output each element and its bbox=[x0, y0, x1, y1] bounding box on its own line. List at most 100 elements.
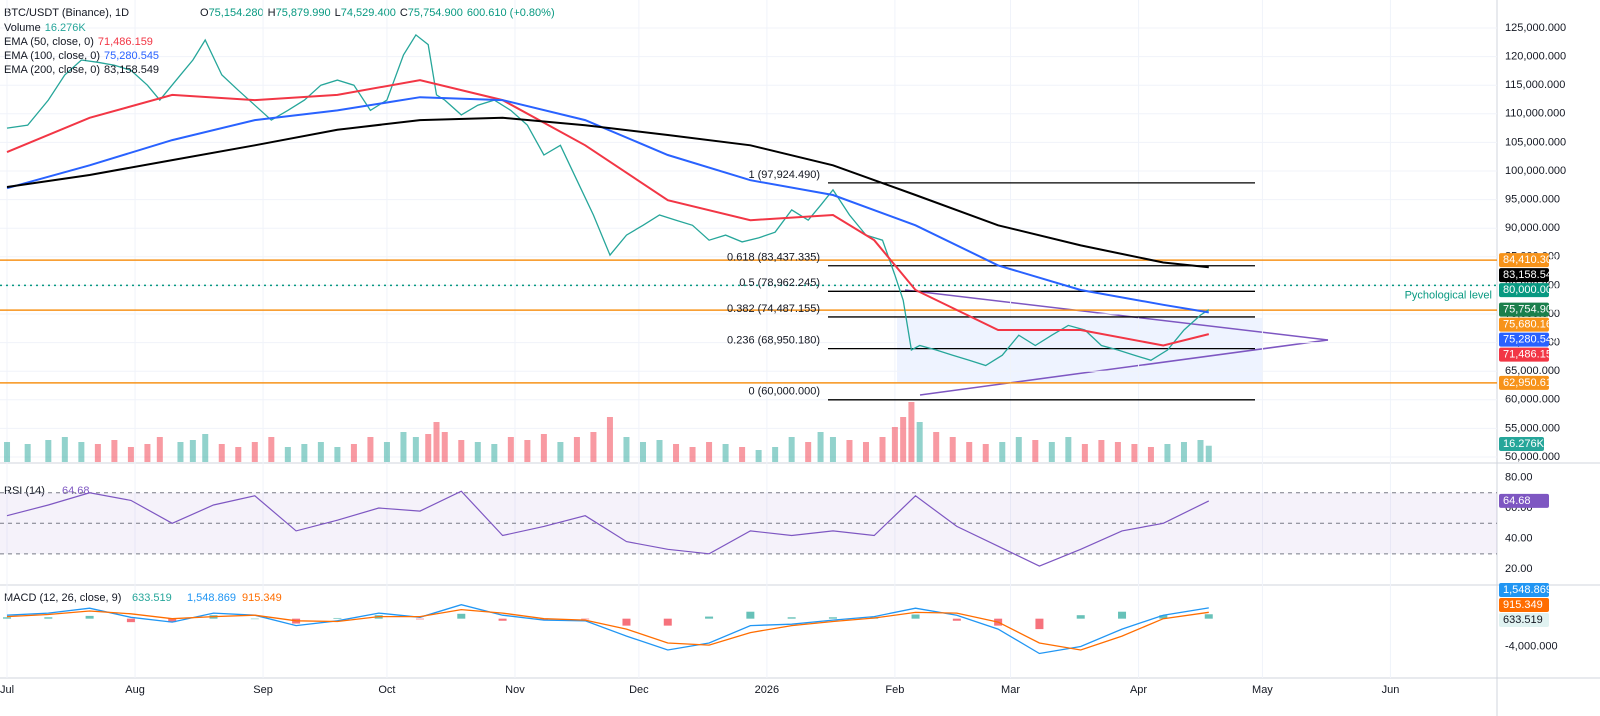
y-tick-label: 80.00 bbox=[1505, 471, 1533, 483]
volume-bar bbox=[590, 432, 597, 462]
rsi-value: 64.68 bbox=[62, 485, 90, 497]
price-label: 71,486.159 bbox=[1503, 349, 1558, 361]
ohlc-value: 75,879.990 bbox=[276, 7, 331, 19]
macd-histogram bbox=[746, 611, 755, 619]
volume-bar bbox=[1098, 440, 1105, 462]
macd-histogram bbox=[1204, 614, 1213, 619]
macd-histogram bbox=[539, 618, 548, 621]
price-label-box bbox=[1499, 283, 1549, 298]
volume-bar bbox=[908, 402, 915, 462]
price-label-box bbox=[1499, 332, 1549, 347]
legend-value: 75,280.545 bbox=[104, 50, 159, 62]
volume-bar bbox=[805, 442, 812, 462]
ohlc-change: 600.610 (+0.80%) bbox=[467, 7, 555, 19]
macd-histogram bbox=[1118, 611, 1127, 619]
volume-bar bbox=[673, 444, 680, 462]
x-tick-label: Apr bbox=[1130, 684, 1147, 696]
fib-label: 0.5 (78,962.245) bbox=[739, 277, 820, 289]
volume-bar bbox=[458, 440, 465, 462]
ohlc: O75,154.280 H75,879.990 L74,529.400 C75,754… bbox=[200, 7, 555, 19]
price-label-box bbox=[1499, 613, 1549, 627]
volume-bar bbox=[78, 442, 85, 462]
volume-bar bbox=[933, 432, 940, 462]
ohlc-label: H bbox=[268, 7, 276, 19]
volume-bar bbox=[4, 442, 11, 462]
x-tick-label: May bbox=[1252, 684, 1273, 696]
macd-histogram bbox=[828, 617, 837, 619]
price-line bbox=[6, 79, 1210, 347]
legend-value: 71,486.159 bbox=[98, 36, 153, 48]
legend-entry: EMA (200, close, 0) 83,158.549 bbox=[4, 64, 159, 76]
y-tick-label: 120,000.000 bbox=[1505, 51, 1566, 63]
volume-bar bbox=[1114, 442, 1121, 462]
volume-bar bbox=[557, 442, 564, 462]
price-label-box bbox=[1499, 253, 1549, 268]
volume-bar bbox=[189, 440, 196, 462]
price-label: 64.68 bbox=[1503, 495, 1531, 507]
volume-bar bbox=[788, 437, 795, 462]
legend-value: 633.519 bbox=[132, 592, 172, 604]
volume-bar bbox=[383, 442, 390, 462]
macd-histogram bbox=[1035, 618, 1044, 630]
ohlc-label: C bbox=[400, 7, 408, 19]
volume-bar bbox=[739, 447, 746, 462]
rsi-line bbox=[6, 490, 1210, 567]
volume-bar bbox=[916, 422, 923, 462]
x-tick-label: Jun bbox=[1382, 684, 1400, 696]
volume-bar bbox=[755, 450, 762, 462]
volume-bar bbox=[689, 447, 696, 462]
volume-bar bbox=[268, 437, 275, 462]
volume-bar bbox=[623, 437, 630, 462]
y-tick-label: 60,000.000 bbox=[1505, 394, 1560, 406]
macd-histogram bbox=[498, 618, 507, 621]
macd-histogram bbox=[952, 618, 961, 621]
macd-histogram bbox=[705, 616, 714, 619]
ohlc-value: 75,154.280 bbox=[209, 7, 264, 19]
volume-bar bbox=[491, 444, 498, 462]
macd-histogram bbox=[250, 618, 259, 620]
x-tick-label: Oct bbox=[378, 684, 395, 696]
x-tick-label: Feb bbox=[885, 684, 904, 696]
price-label: 75,280.545 bbox=[1503, 334, 1558, 346]
volume-bar bbox=[1205, 445, 1212, 462]
volume-bar bbox=[706, 442, 713, 462]
price-label-box bbox=[1499, 302, 1549, 317]
macd-histogram bbox=[911, 614, 920, 619]
macd-title: MACD (12, 26, close, 9) bbox=[4, 592, 121, 604]
x-tick-label: Jul bbox=[0, 684, 14, 696]
y-tick-label: 105,000.000 bbox=[1505, 136, 1566, 148]
price-label: 16.276K bbox=[1503, 438, 1545, 450]
volume-bar bbox=[879, 437, 886, 462]
volume-bar bbox=[1065, 437, 1072, 462]
volume-bar bbox=[540, 434, 547, 462]
y-tick-label: 115,000.000 bbox=[1505, 79, 1565, 91]
macd-histogram bbox=[1159, 615, 1168, 619]
y-tick-label: 90,000.000 bbox=[1505, 222, 1560, 234]
price-label-box bbox=[1499, 583, 1549, 597]
volume-bar bbox=[891, 427, 898, 462]
triangle-upper bbox=[904, 289, 1329, 341]
volume-bar bbox=[949, 437, 956, 462]
ohlc-label: L bbox=[335, 7, 341, 19]
volume-bar bbox=[1147, 447, 1154, 462]
price-label-box bbox=[1499, 437, 1544, 451]
ohlc-value: 74,529.400 bbox=[341, 7, 396, 19]
fib-label: 0 (60,000.000) bbox=[748, 386, 820, 398]
y-tick-label: 20.00 bbox=[1505, 563, 1533, 575]
volume-bar bbox=[474, 442, 481, 462]
price-label: 915.349 bbox=[1503, 599, 1543, 611]
macd-histogram bbox=[663, 618, 672, 626]
y-tick-label: 55,000.000 bbox=[1505, 422, 1560, 434]
volume-bar bbox=[334, 447, 341, 462]
volume-bar bbox=[127, 447, 134, 462]
volume-bar bbox=[606, 417, 613, 462]
volume-bar bbox=[1197, 440, 1204, 462]
volume-bar bbox=[507, 437, 514, 462]
volume-bar bbox=[1048, 442, 1055, 462]
macd-histogram bbox=[44, 617, 53, 619]
price-label-box bbox=[1499, 347, 1549, 362]
macd-histogram bbox=[85, 615, 94, 619]
volume-bar bbox=[177, 442, 184, 462]
